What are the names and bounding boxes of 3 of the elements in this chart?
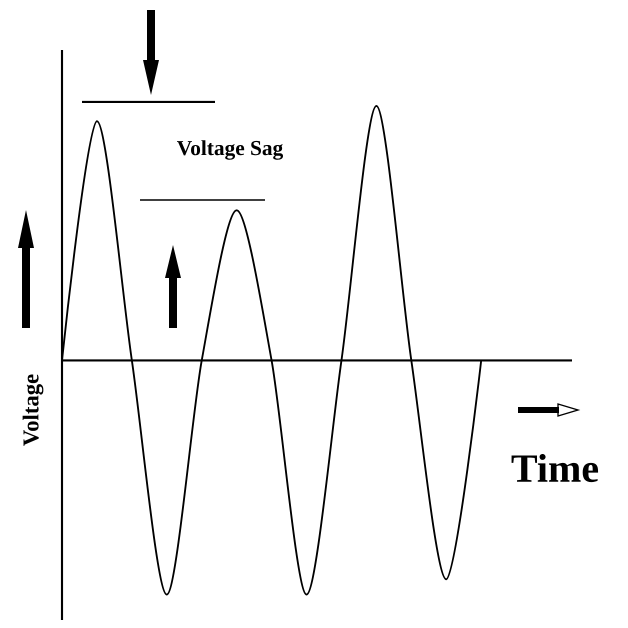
y-axis-title: Voltage (22, 374, 44, 446)
x-axis-title: Time (512, 454, 598, 482)
annotation: Voltage Sag (176, 140, 284, 160)
